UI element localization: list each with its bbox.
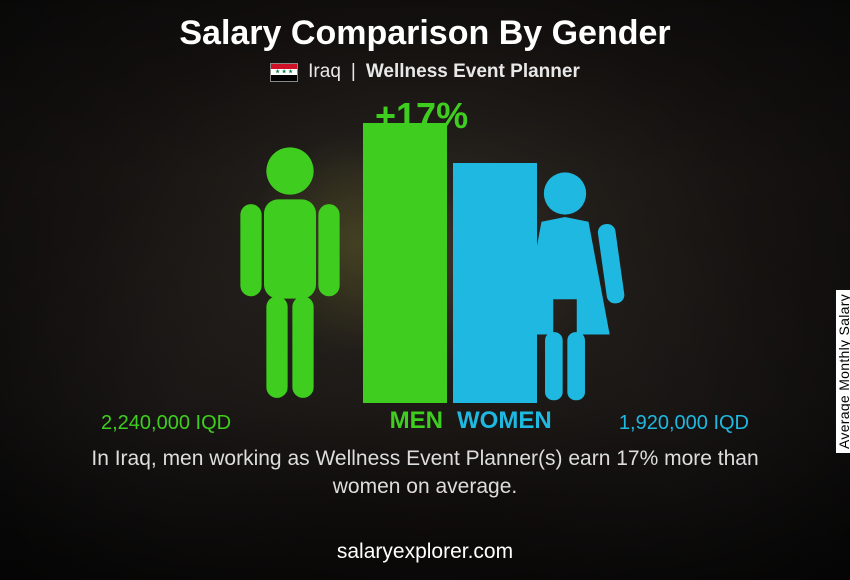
comparison-chart: +17% 2,240,000 IQD MEN WOMEN 1,920,000 I… (115, 95, 735, 435)
men-category-label: MEN (363, 407, 447, 435)
description-text: In Iraq, men working as Wellness Event P… (65, 445, 785, 502)
iraq-flag-icon: ★★★ (270, 63, 298, 82)
country-label: Iraq (308, 61, 341, 83)
female-figure-icon (505, 170, 625, 405)
job-title-label: Wellness Event Planner (366, 61, 580, 83)
subtitle-row: ★★★ Iraq | Wellness Event Planner (270, 61, 580, 83)
infographic-content: Salary Comparison By Gender ★★★ Iraq | W… (0, 0, 850, 580)
men-bar (363, 123, 447, 403)
y-axis-label: Average Monthly Salary (836, 290, 850, 453)
women-category-label: WOMEN (453, 407, 563, 435)
separator: | (351, 61, 356, 83)
male-figure-icon (230, 145, 350, 405)
men-value-label: 2,240,000 IQD (101, 412, 231, 435)
footer-attribution: salaryexplorer.com (0, 540, 850, 564)
page-title: Salary Comparison By Gender (179, 14, 670, 53)
women-value-label: 1,920,000 IQD (619, 412, 749, 435)
